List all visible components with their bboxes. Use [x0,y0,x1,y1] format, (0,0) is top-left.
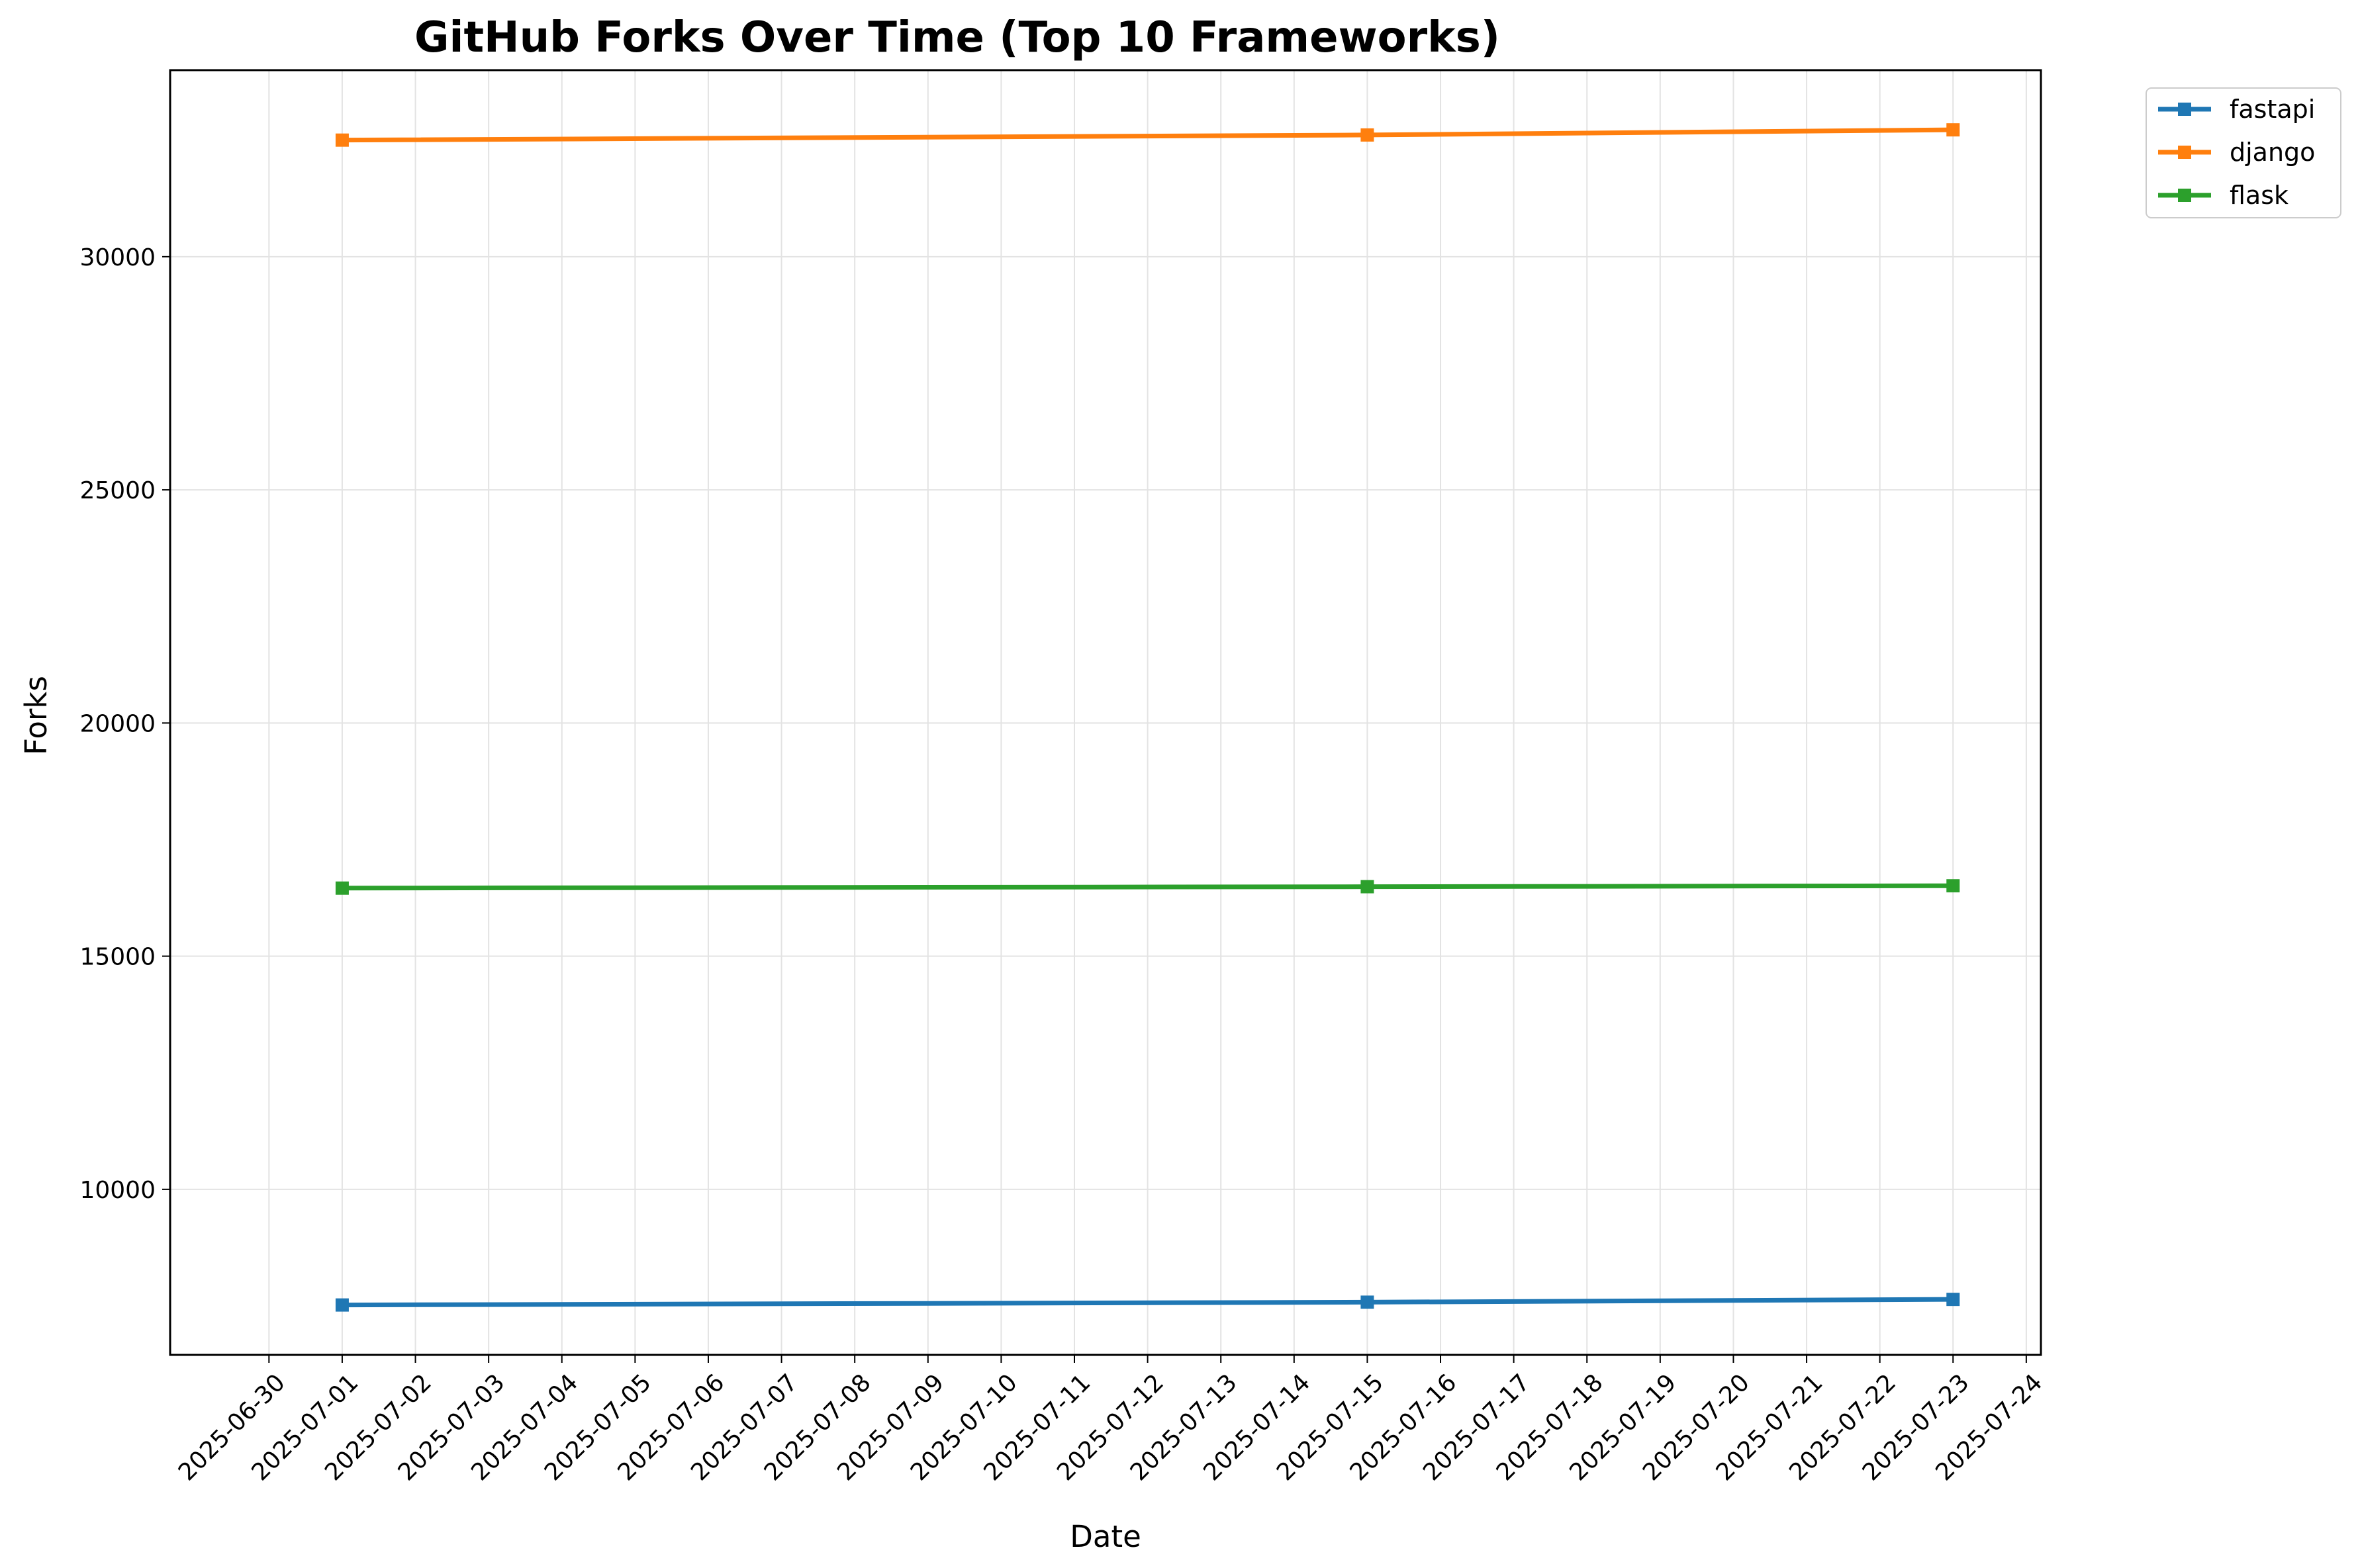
gridlines [170,70,2041,1355]
series-flask [335,879,1960,895]
legend-item-fastapi: fastapi [2158,95,2315,124]
data-point-django [1946,123,1960,137]
series-fastapi [335,1293,1960,1312]
y-tick-label: 15000 [79,944,156,971]
series-line-flask [342,883,1954,891]
legend-box [2146,87,2341,218]
y-axis: 10000 15000 20000 25000 30000 [79,244,170,1204]
data-point-fastapi [335,1298,349,1312]
y-tick-label: 10000 [79,1177,156,1204]
data-point-fastapi [1360,1295,1374,1309]
legend-item-django: django [2158,138,2315,167]
data-point-flask [1946,879,1960,893]
chart-title: GitHub Forks Over Time (Top 10 Framework… [414,13,1500,62]
series-django [335,123,1960,147]
legend-label: fastapi [2230,95,2315,124]
legend-item-flask: flask [2158,181,2289,210]
y-axis-label: Forks [19,676,54,755]
y-tick-label: 30000 [79,244,156,271]
data-point-flask [335,881,349,895]
legend-swatch-marker [2178,103,2191,116]
data-point-flask [1360,880,1374,894]
legend-swatch-marker [2178,189,2191,202]
legend: fastapi django flask [2146,87,2341,218]
legend-swatch-marker [2178,146,2191,159]
data-point-fastapi [1946,1293,1960,1307]
y-tick-label: 20000 [79,710,156,737]
data-point-django [1360,128,1374,142]
data-point-django [335,133,349,147]
legend-label: django [2230,138,2315,167]
legend-label: flask [2230,181,2289,210]
y-tick-label: 25000 [79,477,156,504]
x-axis-label: Date [1070,1519,1141,1554]
plot-area-frame [169,69,2042,1356]
series-layer [335,123,1960,1312]
